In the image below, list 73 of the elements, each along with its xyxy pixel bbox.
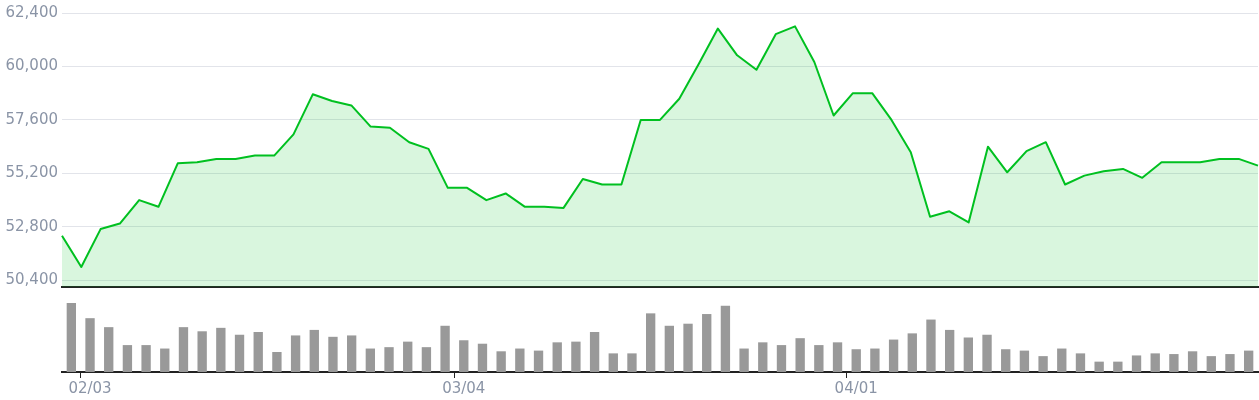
bar: [234, 334, 245, 372]
bar: [141, 345, 151, 372]
bar: [1094, 361, 1104, 372]
bar: [384, 347, 394, 372]
bar: [907, 333, 917, 372]
bar: [1225, 354, 1235, 372]
x-tick-label: 03/04: [442, 378, 486, 397]
y-tick-label: 57,600: [5, 109, 58, 128]
bar: [496, 351, 506, 372]
bar: [851, 349, 861, 372]
bar: [814, 345, 824, 372]
bar: [1243, 350, 1254, 372]
y-tick-label: 62,400: [5, 2, 58, 21]
bar: [1075, 353, 1086, 372]
bar: [533, 350, 544, 372]
bar: [459, 340, 469, 372]
bar: [1113, 361, 1123, 372]
bar: [720, 305, 731, 372]
bar: [1019, 350, 1030, 372]
bar: [1001, 349, 1011, 372]
bar: [178, 327, 189, 372]
bar: [290, 335, 301, 372]
y-tick-label: 60,000: [5, 56, 58, 75]
bar: [683, 323, 693, 372]
bar: [253, 331, 263, 372]
bar: [1169, 354, 1179, 372]
bar: [440, 325, 450, 372]
bar: [1057, 348, 1067, 372]
bar: [963, 337, 974, 372]
bar: [739, 348, 749, 372]
bar: [403, 341, 413, 372]
x-tick-label: 04/01: [834, 378, 878, 397]
bar: [328, 336, 338, 372]
bar: [477, 343, 488, 372]
bar: [1131, 355, 1142, 372]
bar: [365, 348, 376, 372]
bar: [758, 342, 768, 372]
x-tick-label: 02/03: [68, 378, 112, 397]
bar: [1038, 356, 1048, 372]
bar: [122, 345, 133, 372]
bar: [85, 318, 95, 372]
bar: [160, 348, 170, 372]
bar: [515, 348, 525, 372]
bar: [346, 335, 357, 372]
bar: [664, 325, 675, 372]
bar: [795, 338, 805, 372]
bar: [1206, 356, 1216, 372]
bar: [888, 339, 899, 372]
bar: [627, 353, 637, 372]
bar: [982, 334, 992, 372]
bar: [926, 319, 936, 372]
bar: [571, 341, 581, 372]
bar: [104, 327, 114, 372]
bar: [66, 303, 77, 372]
bar: [645, 313, 656, 372]
y-tick-label: 52,800: [5, 216, 58, 235]
bar: [1150, 353, 1160, 372]
bar: [776, 345, 787, 372]
bar: [589, 331, 600, 372]
bar: [421, 347, 432, 372]
bar: [1187, 351, 1198, 372]
bar: [702, 314, 712, 372]
bar: [197, 331, 207, 372]
y-tick-label: 50,400: [5, 270, 58, 289]
bar: [608, 353, 618, 372]
bar: [832, 342, 843, 372]
bar: [870, 348, 880, 372]
bar: [309, 329, 319, 372]
bar: [944, 329, 955, 372]
bar: [552, 342, 562, 372]
y-tick-label: 55,200: [5, 163, 58, 182]
bar: [216, 327, 226, 372]
bar: [272, 351, 282, 372]
